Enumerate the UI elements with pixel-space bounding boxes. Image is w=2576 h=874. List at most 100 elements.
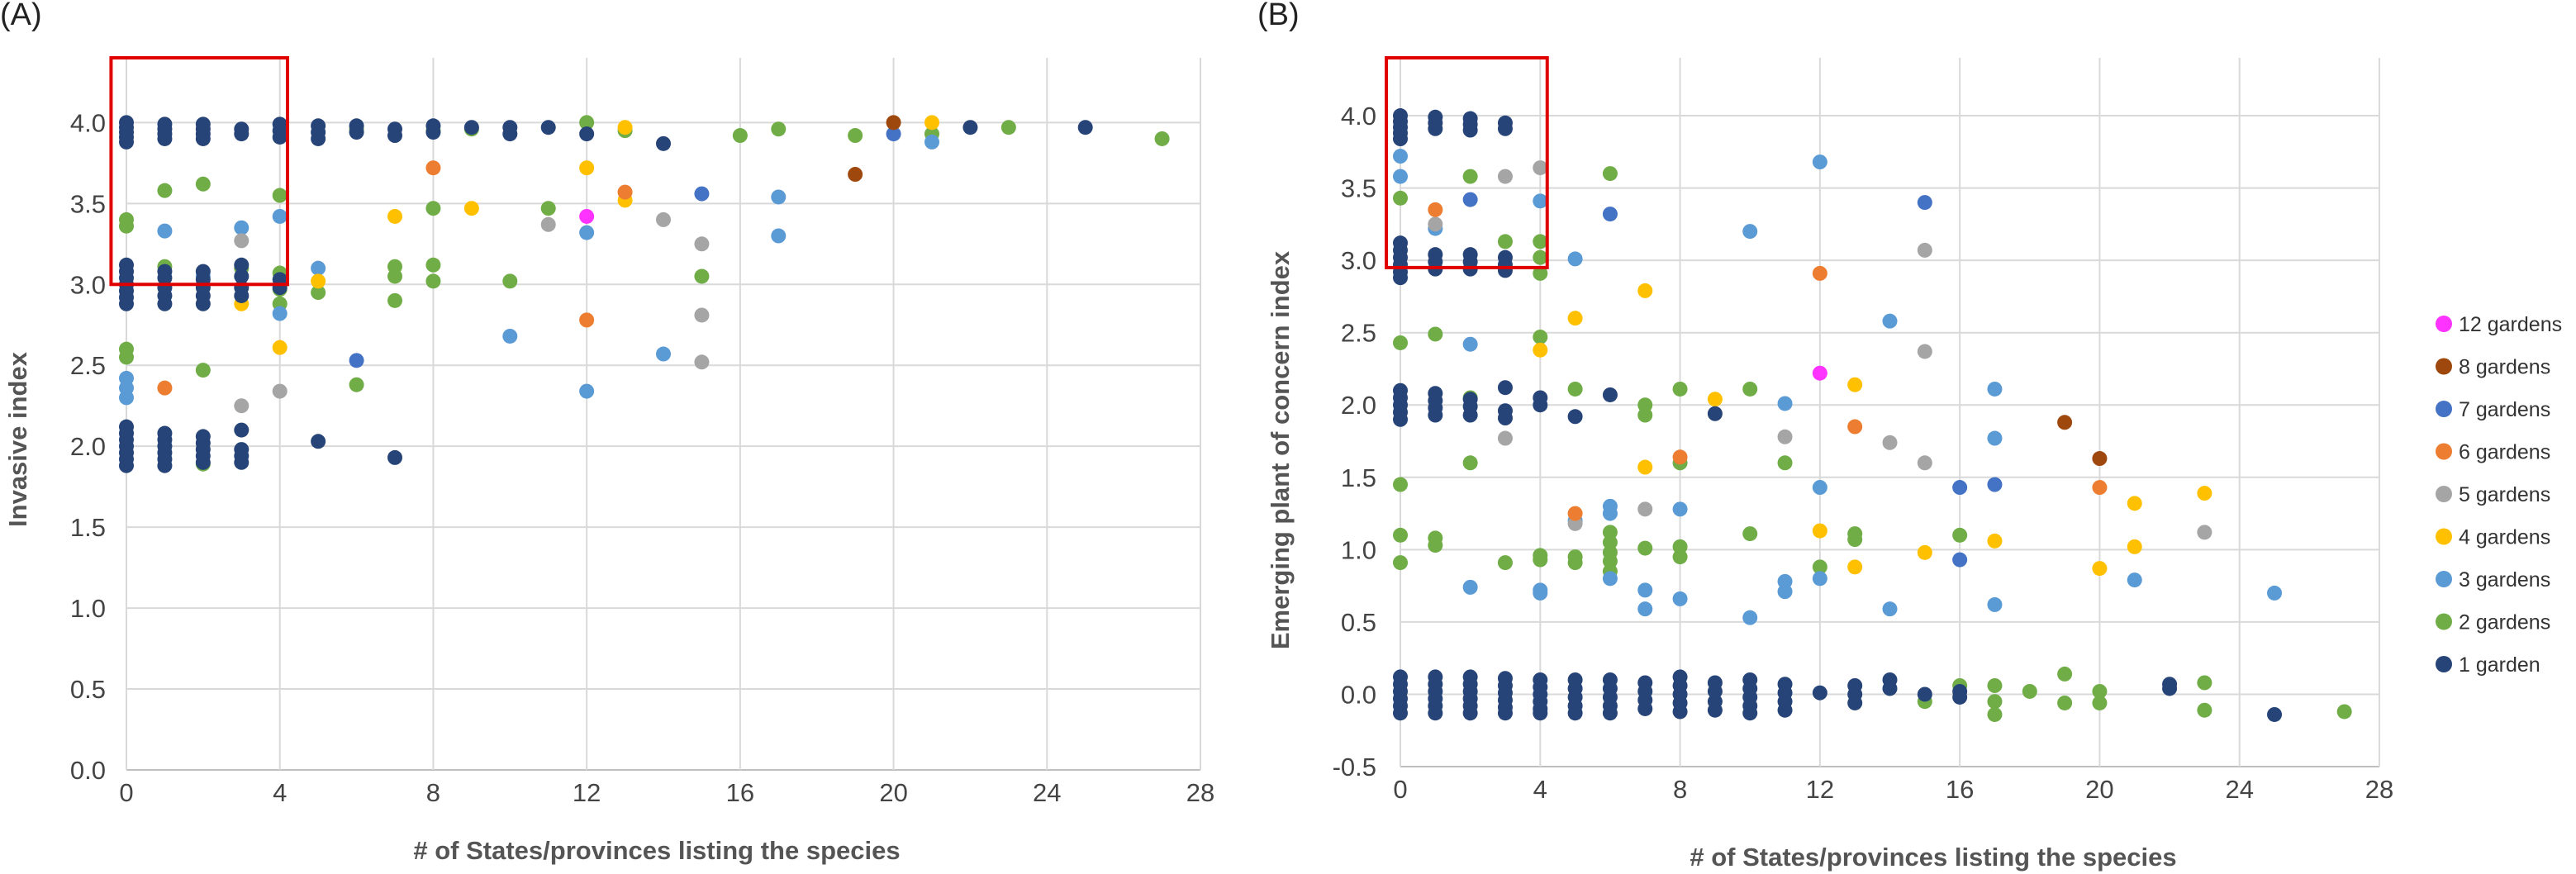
y-tick-label: 0.5 bbox=[70, 675, 106, 704]
data-point bbox=[1637, 582, 1653, 598]
data-point bbox=[119, 218, 134, 234]
data-point bbox=[2197, 486, 2212, 501]
data-point bbox=[1497, 380, 1513, 396]
data-point bbox=[1533, 397, 1548, 413]
y-tick-label: 4.0 bbox=[1341, 102, 1376, 131]
data-point bbox=[771, 189, 787, 205]
data-point bbox=[1987, 596, 2003, 612]
data-point bbox=[1882, 435, 1898, 450]
data-point bbox=[1987, 706, 2003, 722]
data-point bbox=[1000, 120, 1016, 135]
y-tick-label: 4.0 bbox=[70, 108, 106, 137]
y-tick-label: 1.0 bbox=[70, 594, 106, 623]
y-tick-label: 2.5 bbox=[70, 351, 106, 380]
data-point bbox=[579, 383, 595, 399]
data-point bbox=[1428, 202, 1443, 217]
x-tick-label: 12 bbox=[573, 778, 601, 807]
data-point bbox=[502, 328, 518, 344]
data-point bbox=[1462, 122, 1478, 138]
data-point bbox=[1637, 501, 1653, 517]
data-point bbox=[1637, 701, 1653, 716]
data-point bbox=[1533, 705, 1548, 721]
data-point bbox=[157, 223, 173, 239]
data-point bbox=[1497, 263, 1513, 278]
panel-b-x-tick-labels: 0 4 8 12 16 20 24 28 bbox=[1393, 775, 2393, 804]
data-point bbox=[1987, 430, 2003, 446]
data-point bbox=[1462, 336, 1478, 352]
data-point bbox=[579, 208, 595, 224]
data-point bbox=[2197, 702, 2212, 718]
data-point bbox=[2267, 706, 2283, 722]
data-point bbox=[1917, 455, 1932, 471]
data-point bbox=[425, 257, 441, 273]
data-point bbox=[694, 307, 710, 323]
panel-b-points bbox=[1393, 108, 2352, 722]
legend-marker bbox=[2436, 443, 2452, 460]
x-tick-label: 28 bbox=[2365, 775, 2393, 804]
data-point bbox=[656, 346, 671, 362]
data-point bbox=[119, 390, 134, 406]
data-point bbox=[272, 340, 288, 355]
data-point bbox=[1428, 326, 1443, 342]
data-point bbox=[1637, 540, 1653, 556]
data-point bbox=[1462, 192, 1478, 207]
data-point bbox=[463, 120, 479, 135]
data-point bbox=[1393, 705, 1408, 721]
panel-b-label: (B) bbox=[1257, 0, 1300, 32]
data-point bbox=[2057, 415, 2073, 430]
data-point bbox=[1742, 381, 1758, 397]
data-point bbox=[848, 128, 863, 144]
data-point bbox=[1672, 381, 1688, 397]
data-point bbox=[349, 377, 364, 392]
data-point bbox=[1812, 523, 1827, 539]
data-point bbox=[771, 228, 787, 244]
data-point bbox=[1533, 329, 1548, 344]
y-tick-label: 3.5 bbox=[70, 189, 106, 218]
data-point bbox=[195, 296, 211, 311]
x-tick-label: 20 bbox=[2085, 775, 2113, 804]
panel-a-y-axis-title: Invasive index bbox=[3, 351, 32, 527]
data-point bbox=[1987, 694, 2003, 710]
data-point bbox=[2127, 572, 2142, 588]
data-point bbox=[1533, 552, 1548, 568]
data-point bbox=[1393, 335, 1408, 350]
legend-label: 7 gardens bbox=[2459, 398, 2550, 421]
legend-marker bbox=[2436, 613, 2452, 630]
data-point bbox=[2092, 683, 2108, 699]
y-tick-label: 0.0 bbox=[70, 756, 106, 785]
panel-b-gridlines bbox=[1400, 58, 2380, 767]
y-tick-label: 1.0 bbox=[1341, 535, 1376, 564]
data-point bbox=[1533, 249, 1548, 265]
data-point bbox=[1987, 477, 2003, 492]
data-point bbox=[1742, 224, 1758, 240]
y-tick-label: 1.5 bbox=[1341, 463, 1376, 492]
data-point bbox=[579, 115, 595, 131]
data-point bbox=[1533, 342, 1548, 358]
data-point bbox=[1393, 555, 1408, 571]
legend: 12 gardens 8 gardens 7 gardens 6 gardens 5 g… bbox=[2436, 313, 2562, 677]
legend-label: 4 gardens bbox=[2459, 526, 2550, 549]
data-point bbox=[1742, 705, 1758, 721]
legend-marker bbox=[2436, 528, 2452, 545]
data-point bbox=[387, 208, 402, 224]
y-tick-label: 0.0 bbox=[1341, 680, 1376, 709]
data-point bbox=[1497, 121, 1513, 136]
data-point bbox=[1637, 601, 1653, 617]
data-point bbox=[1393, 190, 1408, 206]
data-point bbox=[540, 216, 556, 232]
data-point bbox=[656, 135, 671, 151]
data-point bbox=[1428, 538, 1443, 553]
data-point bbox=[771, 121, 787, 137]
data-point bbox=[2197, 525, 2212, 540]
y-tick-label: 3.0 bbox=[1341, 246, 1376, 275]
data-point bbox=[540, 120, 556, 135]
x-tick-label: 16 bbox=[1946, 775, 1974, 804]
data-point bbox=[1917, 686, 1932, 702]
data-point bbox=[311, 273, 326, 289]
data-point bbox=[272, 208, 288, 224]
data-point bbox=[617, 120, 633, 135]
data-point bbox=[1533, 234, 1548, 249]
data-point bbox=[1812, 559, 1827, 575]
data-point bbox=[1533, 193, 1548, 209]
x-tick-label: 0 bbox=[1393, 775, 1407, 804]
